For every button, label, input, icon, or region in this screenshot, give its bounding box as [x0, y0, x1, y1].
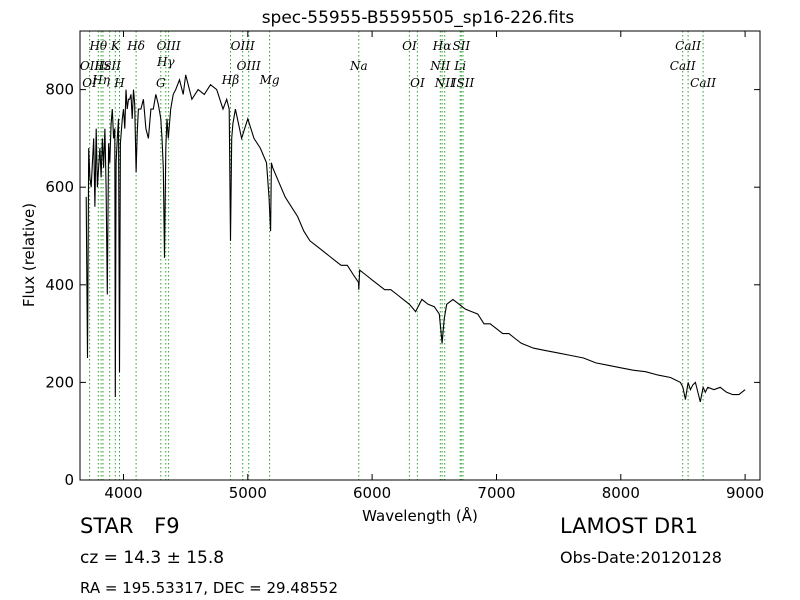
line-label: OI [402, 39, 417, 53]
y-tick-label: 800 [45, 81, 74, 99]
y-tick-label: 0 [64, 471, 74, 489]
line-label: Mg [259, 73, 280, 87]
y-tick-label: 200 [45, 373, 74, 391]
x-tick-label: 5000 [229, 484, 267, 502]
line-label: Hβ [221, 73, 239, 87]
y-tick-label: 600 [45, 178, 74, 196]
object-class: STAR F9 [80, 514, 180, 538]
subclass-label: F9 [154, 514, 180, 538]
coordinates: RA = 195.53317, DEC = 29.48552 [80, 579, 339, 597]
observation-date: Obs-Date:20120128 [560, 548, 722, 567]
line-label: Hγ [156, 55, 175, 69]
y-tick-label: 400 [45, 276, 74, 294]
line-label: ISII [97, 59, 121, 73]
line-label: Na [349, 59, 368, 73]
chart-title: spec-55955-B5595505_sp16-226.fits [262, 8, 575, 28]
y-axis-ticks: 0 200 400 600 800 [45, 81, 760, 489]
spectrum-line [85, 74, 746, 403]
line-label: Hη [91, 73, 110, 87]
line-label: NII [429, 59, 450, 73]
line-label: Hα [432, 39, 452, 53]
line-label: OIII [231, 39, 255, 53]
line-label: Hθ [88, 39, 107, 53]
line-label: SII [452, 39, 470, 53]
line-label: K [110, 39, 121, 53]
x-tick-label: 8000 [602, 484, 640, 502]
x-tick-label: 4000 [104, 484, 142, 502]
y-axis-label: Flux (relative) [20, 203, 38, 307]
line-label: G [156, 76, 166, 90]
line-label: ISII [451, 76, 475, 90]
redshift-value: cz = 14.3 ± 15.8 [80, 548, 225, 568]
line-label: CaII [690, 76, 716, 90]
line-label: OI [410, 76, 425, 90]
line-label: OIII [157, 39, 181, 53]
x-tick-label: 7000 [477, 484, 515, 502]
x-tick-label: 6000 [353, 484, 391, 502]
x-tick-label: 9000 [726, 484, 764, 502]
line-label: Hδ [126, 39, 145, 53]
line-markers [89, 31, 704, 480]
line-label: CaII [675, 39, 701, 53]
line-label: OII [80, 59, 100, 73]
line-label: OI [82, 76, 97, 90]
line-label: NII [434, 76, 455, 90]
line-label: CaII [670, 59, 696, 73]
line-label: Hε [94, 59, 112, 73]
x-axis-label: Wavelength (Å) [362, 506, 478, 525]
line-label: H [113, 76, 125, 90]
class-label: STAR [80, 514, 134, 538]
survey-name: LAMOST DR1 [560, 514, 699, 538]
line-label: Li [453, 59, 466, 73]
line-label: OIII [237, 59, 261, 73]
plot-frame [79, 30, 761, 481]
x-axis-ticks: 4000 5000 6000 7000 8000 9000 [104, 31, 764, 502]
